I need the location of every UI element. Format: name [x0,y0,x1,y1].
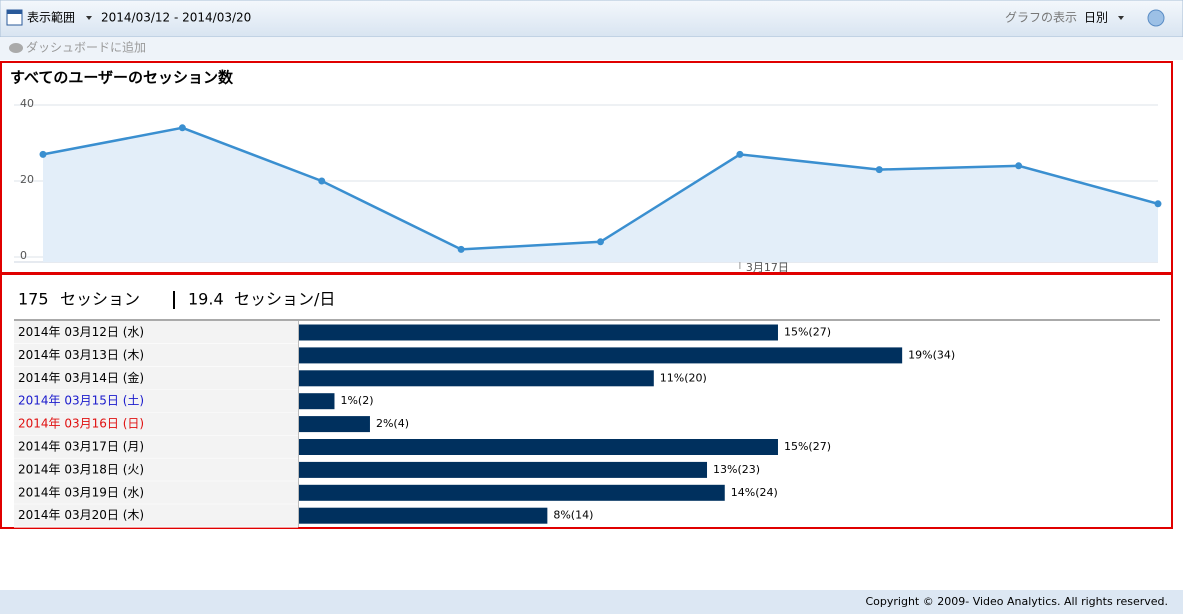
row-label-cell [14,481,298,505]
date: 2014年 03月14日 (金) [18,370,144,385]
date: 2014年 03月20日 (木) [18,508,144,522]
value-label: 11%(20) [660,371,707,384]
footer: Copyright © 2009- Video Analytics. All r… [866,595,1169,608]
row-label-cell [14,435,298,459]
bar [299,439,778,455]
point [1154,200,1162,208]
value-label: 15%(27) [784,325,831,338]
bar [299,324,778,341]
date: 2014年 03月15日 (土) [18,394,144,408]
separator [173,291,175,309]
calendar-icon-top [7,10,22,14]
point [39,150,47,158]
date: 2014年 03月16日 (日) [18,417,144,431]
per-day: 19.4 [188,290,224,309]
graph-mode[interactable]: 日別 [1084,11,1108,25]
value-label: 14%(24) [731,486,778,499]
bar [299,347,903,364]
point [736,150,744,158]
bar [299,461,708,478]
y-tick-label: 20 [20,173,34,186]
dropdown-arrow[interactable] [1118,16,1124,20]
chart-title: すべてのユーザーのセッション数 [10,69,234,87]
per-day-unit: セッション/日 [234,290,335,309]
value-label: 19%(34) [908,348,955,361]
y-tick-label: 0 [20,249,27,262]
footer-bar [0,590,1183,614]
graph-label: グラフの表示 [1005,11,1077,25]
value-label: 8%(14) [553,509,593,522]
row-label-cell [14,504,298,528]
point [318,177,326,185]
row-label-cell [14,412,298,436]
date: 2014年 03月13日 (木) [18,348,144,362]
point [1015,162,1023,170]
total: 175 [18,290,49,309]
row-label-cell [14,343,298,367]
toolbar [0,0,1183,38]
value-label: 13%(23) [713,463,760,476]
y-tick-label: 40 [20,97,34,110]
range: 2014/03/12 - 2014/03/20 [101,11,251,25]
table-frame [0,273,1173,529]
point [178,124,186,132]
date: 2014年 03月12日 (水) [18,325,144,339]
value-label: 2%(4) [376,417,409,430]
dashboard-icon[interactable] [9,43,23,53]
row-label-cell [14,366,298,390]
bar [299,484,725,501]
value-label: 15%(27) [784,440,831,453]
bar [299,370,654,387]
point [597,238,604,246]
date: 2014年 03月17日 (月) [18,439,144,453]
help-icon[interactable] [1147,9,1165,27]
range-label[interactable]: 表示範囲 [27,10,75,25]
row-label-cell [14,321,298,344]
x-tick-label: 3月17日 [746,261,789,274]
point [875,166,883,174]
row-label-cell [14,389,298,413]
value-label: 1%(2) [340,394,373,407]
bar [299,393,335,410]
area [43,127,1158,262]
bar [299,416,370,433]
add-dashboard[interactable]: ダッシュボードに追加 [26,40,146,55]
date: 2014年 03月19日 (水) [18,485,144,499]
date: 2014年 03月18日 (火) [18,462,144,476]
subbar [0,37,1183,60]
row-label-cell [14,458,298,482]
total-unit: セッション [60,290,140,309]
point [457,245,465,253]
dropdown-arrow[interactable] [86,16,92,20]
bar [299,507,548,524]
